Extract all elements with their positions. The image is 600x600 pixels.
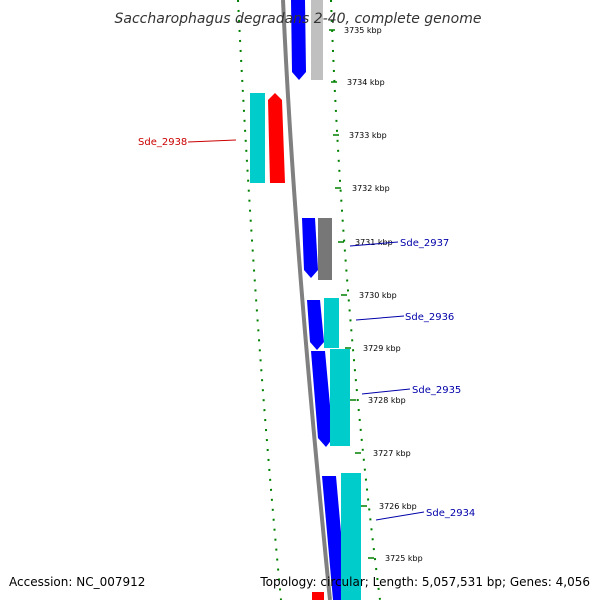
gene-features	[250, 0, 361, 600]
gene-block-sde-2938[interactable]	[268, 93, 285, 183]
tick-label: 3734 kbp	[347, 78, 385, 87]
gene-block-cyan[interactable]	[250, 93, 265, 183]
gene-block-forward[interactable]	[311, 351, 333, 447]
gene-block-cyan[interactable]	[324, 298, 339, 348]
tick-marks	[329, 29, 374, 559]
tick-labels: 3735 kbp 3734 kbp 3733 kbp 3732 kbp 3731…	[344, 26, 423, 563]
tick-label: 3731 kbp	[355, 238, 393, 247]
genome-backbone	[281, 0, 332, 600]
gene-label-leaders	[187, 139, 425, 521]
gene-block-forward[interactable]	[291, 0, 306, 80]
accession-text: Accession: NC_007912	[9, 575, 145, 589]
gene-block-red[interactable]	[312, 592, 324, 600]
gene-block-forward[interactable]	[302, 218, 318, 278]
tick-label: 3732 kbp	[352, 184, 390, 193]
gc-skew-dotted-line	[237, 0, 282, 600]
tick-label: 3727 kbp	[373, 449, 411, 458]
map-title: Saccharophagus degradans 2-40, complete …	[115, 11, 482, 27]
genome-summary-text: Topology: circular; Length: 5,057,531 bp…	[259, 575, 590, 589]
gc-content-dotted-line	[330, 0, 381, 600]
gene-block-forward[interactable]	[307, 300, 324, 350]
gene-block-forward[interactable]	[322, 476, 347, 600]
gene-label-sde-2936[interactable]: Sde_2936	[405, 312, 454, 323]
gene-label-sde-2935[interactable]: Sde_2935	[412, 385, 461, 396]
gene-label-sde-2937[interactable]: Sde_2937	[400, 238, 449, 249]
gene-block-gray[interactable]	[318, 218, 332, 280]
tick-label: 3729 kbp	[363, 344, 401, 353]
gene-block-cyan[interactable]	[341, 473, 361, 600]
gene-label-sde-2938[interactable]: Sde_2938	[138, 137, 187, 148]
gene-label-sde-2934[interactable]: Sde_2934	[426, 508, 475, 519]
tick-label: 3725 kbp	[385, 554, 423, 563]
gene-block-cyan[interactable]	[330, 349, 350, 446]
tick-label: 3726 kbp	[379, 502, 417, 511]
tick-label: 3735 kbp	[344, 26, 382, 35]
tick-label: 3728 kbp	[368, 396, 406, 405]
tick-label: 3730 kbp	[359, 291, 397, 300]
tick-label: 3733 kbp	[349, 131, 387, 140]
gene-labels: Sde_2938 Sde_2937 Sde_2936 Sde_2935 Sde_…	[138, 137, 475, 519]
gene-block-gray[interactable]	[311, 0, 323, 80]
